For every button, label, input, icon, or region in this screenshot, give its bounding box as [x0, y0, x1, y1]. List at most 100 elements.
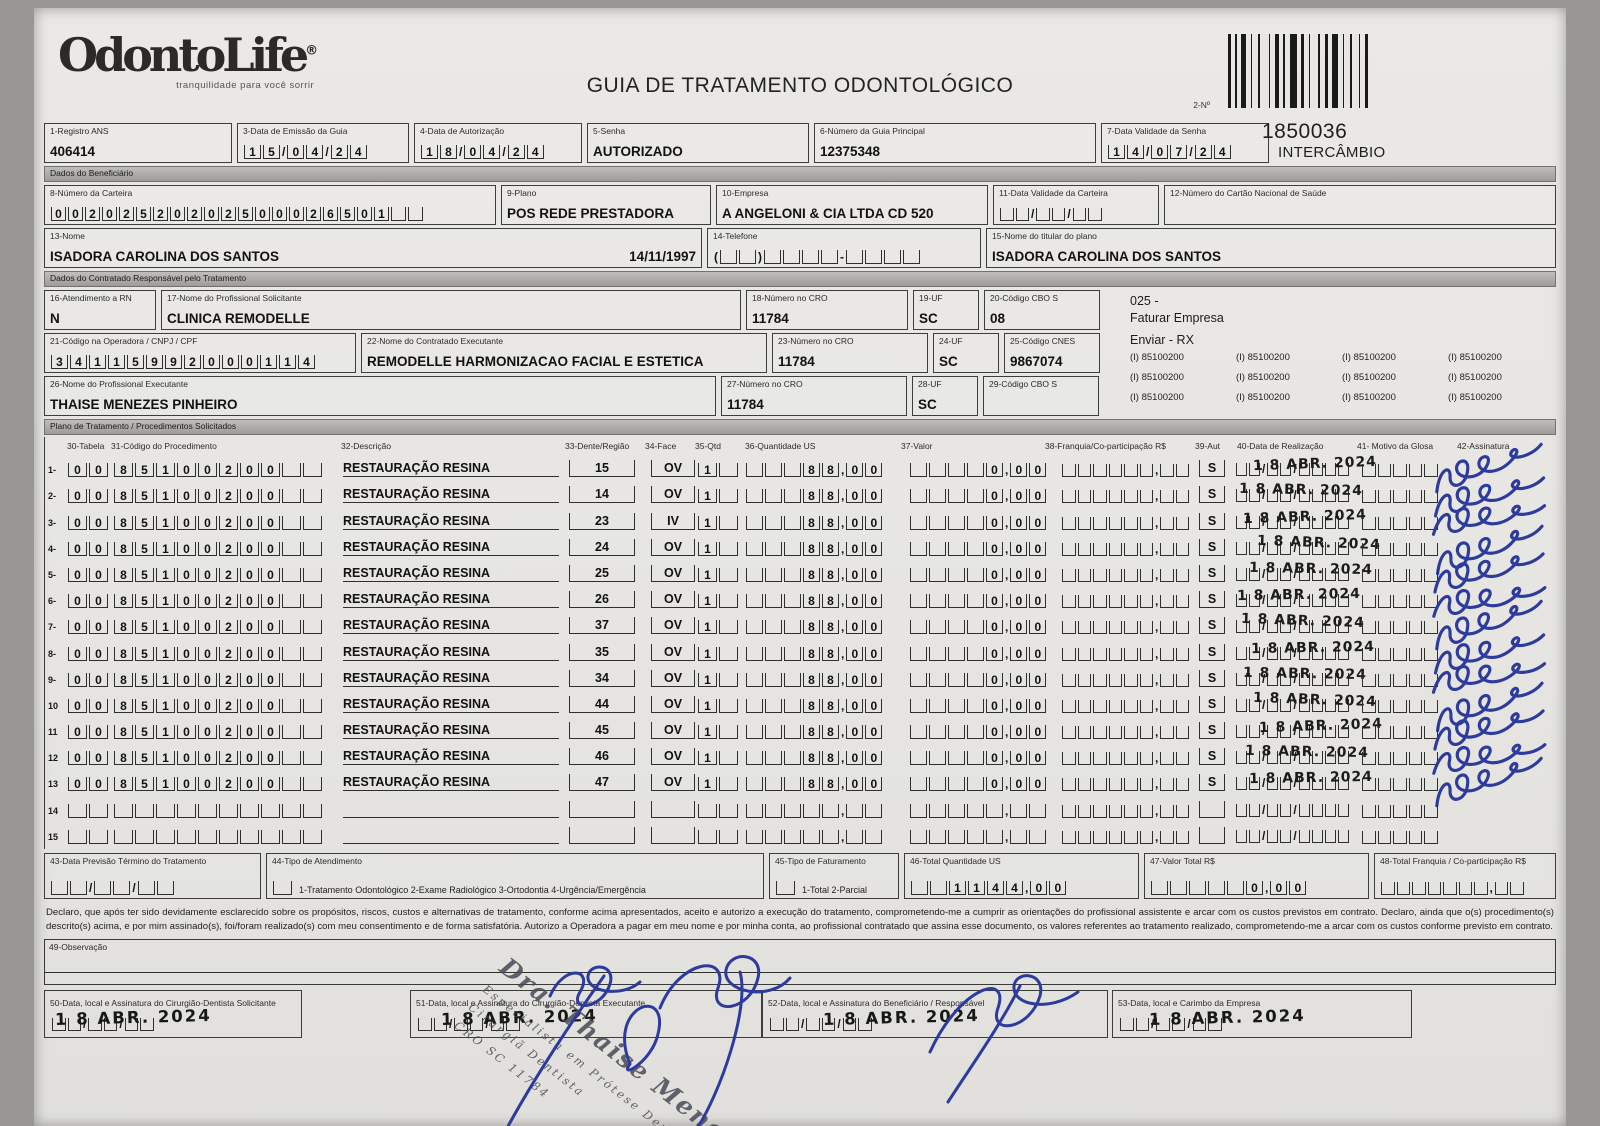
comb-cell	[1093, 804, 1107, 818]
face-slot: OV	[651, 617, 695, 635]
comb-cell	[1362, 647, 1376, 661]
comb-cell: 1	[156, 541, 175, 556]
comb-cell: 0	[986, 567, 1003, 582]
comb-cell	[1160, 647, 1174, 661]
comb-cell	[1298, 489, 1310, 503]
comb-cell: 1	[698, 751, 717, 766]
comb-separator: )	[758, 250, 762, 264]
comb-cell	[930, 880, 947, 895]
comb-cell: 8	[803, 541, 820, 556]
field-value: THAISE MENEZES PINHEIRO	[50, 397, 238, 412]
comb-cell	[1236, 594, 1247, 608]
comb-cell	[846, 250, 863, 264]
qty-comb: 1	[697, 488, 739, 504]
motive-comb	[1361, 541, 1439, 556]
comb-cell	[1267, 489, 1279, 503]
comb-cell: 0	[198, 777, 217, 792]
comb-cell: 1	[698, 489, 717, 504]
comb-cell: 0	[986, 751, 1003, 766]
comb-cell	[929, 541, 946, 556]
comb-cell: 1	[156, 567, 175, 582]
aut-slot: S	[1199, 486, 1225, 504]
comb-cell	[1311, 594, 1323, 608]
comb-cell: 1	[698, 541, 717, 556]
comb-field: / /	[50, 880, 255, 895]
field-label: 11-Data Validade da Carteira	[999, 188, 1108, 198]
comb-cell	[929, 725, 946, 740]
comb-cell: 0	[1029, 646, 1047, 661]
comb-cell	[784, 646, 801, 661]
comb-cell	[1324, 672, 1336, 686]
aut-slot	[1199, 826, 1225, 844]
comb-cell	[1139, 568, 1153, 582]
field-label: 22-Nome do Contratado Executante	[367, 336, 504, 346]
comb-cell	[1408, 647, 1422, 661]
comb-field: / /	[417, 1016, 521, 1031]
comb-cell	[68, 829, 87, 844]
comb-cell	[1175, 464, 1190, 478]
comb-cell	[177, 803, 196, 818]
comb-cell	[1139, 726, 1153, 740]
comb-cell: 0	[240, 751, 259, 766]
comb-cell: 0	[261, 725, 280, 740]
comb-cell	[219, 829, 238, 844]
comb-cell	[1108, 752, 1122, 766]
comb-cell	[1267, 751, 1279, 765]
field-numero-guia-principal: 6-Número da Guia Principal 12375348	[814, 123, 1096, 163]
comb-cell	[1139, 464, 1153, 478]
comb-cell: 4	[1006, 880, 1023, 895]
comb-cell: 1	[421, 145, 438, 159]
comb-cell	[1062, 464, 1076, 478]
comb-cell	[1135, 1017, 1149, 1031]
comb-cell: 0	[177, 515, 196, 530]
comb-cell	[1175, 699, 1190, 713]
comb-cell	[765, 829, 782, 844]
comb-separator: ,	[1155, 672, 1159, 687]
comb-cell	[1124, 568, 1138, 582]
comb-cell	[1139, 595, 1153, 609]
comb-cell	[303, 672, 322, 687]
comb-cell: 0	[846, 698, 864, 713]
comb-separator: ,	[841, 698, 845, 713]
comb-cell	[948, 515, 965, 530]
comb-cell	[1280, 725, 1292, 739]
field-label: 46-Total Quantidade US	[910, 855, 1001, 866]
comb-cell	[1093, 699, 1107, 713]
field-label: 12-Número do Cartão Nacional de Saúde	[1170, 188, 1327, 198]
comb-separator: /	[1262, 514, 1266, 529]
comb-cell: 1	[374, 207, 389, 221]
comb-separator: ,	[841, 541, 845, 556]
comb-cell: 0	[68, 541, 87, 556]
comb-cell	[1093, 621, 1107, 635]
checkbox-cell	[273, 880, 292, 895]
comb-cell	[1408, 673, 1422, 687]
comb-cell	[986, 829, 1003, 844]
comb-cell: 8	[114, 541, 133, 556]
comb-cell	[846, 803, 864, 818]
comb-cell: 2	[219, 777, 238, 792]
comb-cell	[1236, 515, 1247, 529]
comb-cell: 0	[1010, 620, 1028, 635]
comb-cell	[1280, 751, 1292, 765]
col-header-codigo: 31-Código do Procedimento	[111, 441, 217, 451]
comb-cell	[1062, 752, 1076, 766]
col-header-data-realizacao: 40-Data de Realização	[1237, 441, 1324, 451]
comb-cell: 5	[238, 207, 253, 221]
motive-comb	[1361, 829, 1439, 844]
date-comb: / /	[1235, 828, 1350, 843]
comb-field: ,	[1380, 880, 1550, 895]
comb-cell	[1139, 490, 1153, 504]
comb-cell	[1093, 752, 1107, 766]
comb-cell	[1408, 804, 1422, 818]
comb-cell	[1280, 594, 1292, 608]
comb-separator: /	[1293, 619, 1297, 634]
comb-cell	[1171, 1017, 1186, 1031]
procedure-description: RESTAURAÇÃO RESINA	[343, 749, 559, 766]
comb-cell	[282, 594, 301, 609]
comb-separator: ,	[841, 751, 845, 766]
